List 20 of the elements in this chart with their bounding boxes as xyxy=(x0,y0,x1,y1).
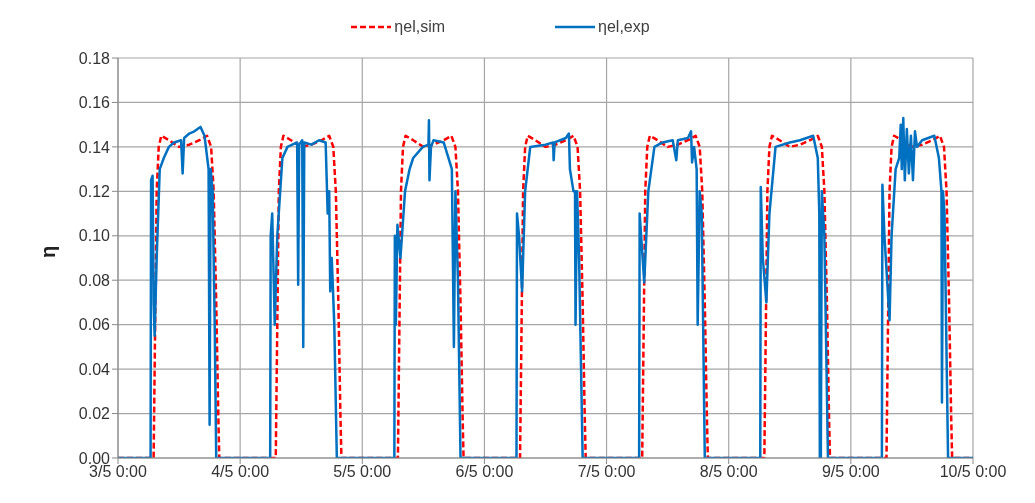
y-tick-label: 0.02 xyxy=(78,405,111,423)
x-tick-label: 5/5 0:00 xyxy=(333,463,392,481)
y-tick-label: 0.18 xyxy=(78,49,111,67)
x-tick-label: 8/5 0:00 xyxy=(699,463,758,481)
y-axis-title: η xyxy=(37,245,60,258)
y-tick-label: 0.16 xyxy=(78,94,111,112)
y-tick-label: 0.04 xyxy=(78,360,111,378)
x-tick-label: 10/5 0:00 xyxy=(939,463,1007,481)
x-tick-label: 6/5 0:00 xyxy=(455,463,514,481)
x-tick-label: 3/5 0:00 xyxy=(89,463,148,481)
y-tick-label: 0.10 xyxy=(78,227,111,245)
y-tick-label: 0.12 xyxy=(78,183,111,201)
y-tick-label: 0.06 xyxy=(78,316,111,334)
legend-label: ηel,sim xyxy=(394,18,446,36)
y-tick-label: 0.08 xyxy=(78,271,111,289)
legend-label: ηel,exp xyxy=(598,18,650,36)
x-tick-label: 9/5 0:00 xyxy=(821,463,880,481)
x-tick-label: 4/5 0:00 xyxy=(211,463,270,481)
y-tick-label: 0.14 xyxy=(78,138,111,156)
x-tick-label: 7/5 0:00 xyxy=(577,463,636,481)
